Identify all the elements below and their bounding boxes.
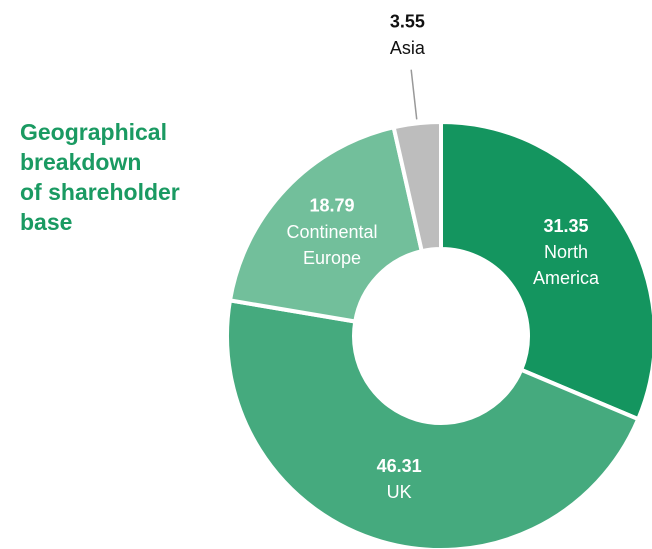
data-label: 31.35 [543,216,588,236]
donut-slice [391,119,443,254]
donut-slice [225,298,641,549]
category-label: UK [387,482,412,502]
leader-line [410,69,418,120]
category-label: Continental Europe [286,222,377,268]
category-label: North America [533,242,600,288]
data-label: 18.79 [309,196,354,216]
chart-title: Geographical breakdown of shareholder ba… [20,119,180,235]
donut-slice [227,124,425,324]
category-label: Asia [390,38,426,58]
data-label: 46.31 [377,456,422,476]
data-label: 3.55 [390,12,425,32]
